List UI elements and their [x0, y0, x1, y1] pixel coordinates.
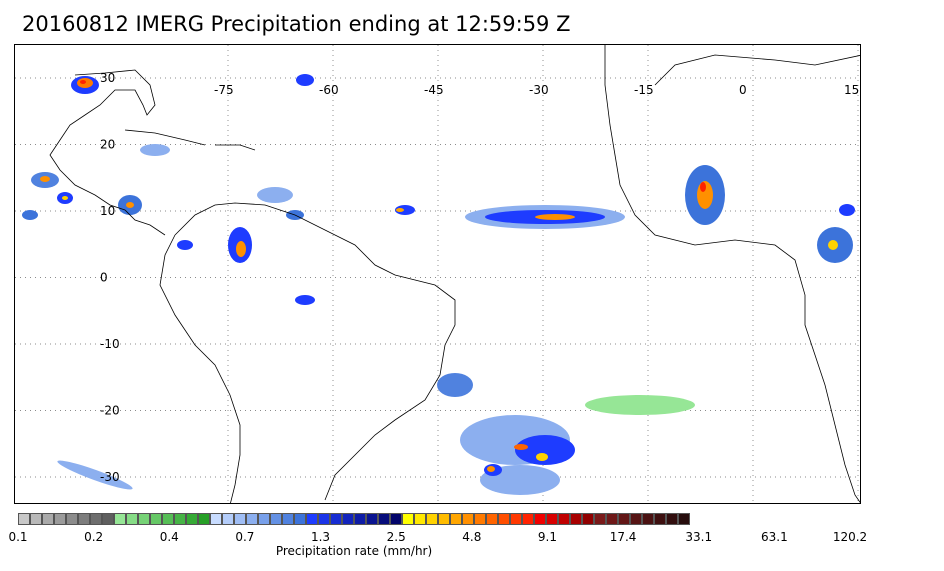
- colorbar-segment: [78, 513, 90, 525]
- colorbar-segment: [630, 513, 642, 525]
- colorbar-segment: [414, 513, 426, 525]
- colorbar-segment: [678, 513, 690, 525]
- colorbar: [18, 513, 690, 525]
- colorbar-segment: [222, 513, 234, 525]
- colorbar-tick-label: 2.5: [386, 530, 406, 544]
- latitude-label: 30: [100, 71, 115, 85]
- precipitation-field: [22, 74, 855, 495]
- colorbar-segment: [270, 513, 282, 525]
- colorbar-segment: [234, 513, 246, 525]
- colorbar-segment: [342, 513, 354, 525]
- colorbar-tick-label: 1.3: [310, 530, 331, 544]
- colorbar-segment: [294, 513, 306, 525]
- colorbar-tick-label: 120.2: [832, 530, 868, 544]
- map-title: 20160812 IMERG Precipitation ending at 1…: [22, 12, 571, 36]
- colorbar-segment: [210, 513, 222, 525]
- colorbar-tick-label: 33.1: [685, 530, 713, 544]
- longitude-label: -30: [529, 83, 549, 97]
- colorbar-segment: [66, 513, 78, 525]
- colorbar-segment: [18, 513, 30, 525]
- colorbar-segment: [510, 513, 522, 525]
- colorbar-tick-label: 0.4: [159, 530, 179, 544]
- colorbar-segment: [570, 513, 582, 525]
- colorbar-segment: [318, 513, 330, 525]
- colorbar-segment: [198, 513, 210, 525]
- colorbar-segment: [474, 513, 486, 525]
- colorbar-segment: [450, 513, 462, 525]
- colorbar-segment: [282, 513, 294, 525]
- colorbar-segment: [126, 513, 138, 525]
- colorbar-segment: [498, 513, 510, 525]
- colorbar-tick-label: 17.4: [609, 530, 637, 544]
- colorbar-segment: [606, 513, 618, 525]
- colorbar-tick-label: 0.1: [8, 530, 28, 544]
- colorbar-segment: [114, 513, 126, 525]
- colorbar-segment: [258, 513, 270, 525]
- colorbar-segment: [402, 513, 414, 525]
- colorbar-segment: [150, 513, 162, 525]
- colorbar-title: Precipitation rate (mm/hr): [275, 544, 433, 558]
- colorbar-segment: [522, 513, 534, 525]
- colorbar-segment: [330, 513, 342, 525]
- colorbar-segment: [654, 513, 666, 525]
- colorbar-tick-label: 9.1: [537, 530, 557, 544]
- colorbar-segment: [546, 513, 558, 525]
- colorbar-segment: [102, 513, 114, 525]
- colorbar-segment: [162, 513, 174, 525]
- colorbar-tick-label: 0.2: [84, 530, 104, 544]
- latitude-labels: 30 20 10 0 -10 -20 -30: [100, 71, 120, 484]
- longitude-label: -15: [634, 83, 654, 97]
- latitude-label: -20: [100, 404, 120, 418]
- map-canvas: -75 -60 -45 -30 -15 0 15 30 20 10 0 -10 -20 -30: [15, 45, 860, 503]
- colorbar-segment: [438, 513, 450, 525]
- longitude-label: -45: [424, 83, 444, 97]
- colorbar-segment: [582, 513, 594, 525]
- colorbar-segment: [54, 513, 66, 525]
- latitude-label: 0: [100, 271, 108, 285]
- colorbar-segment: [306, 513, 318, 525]
- colorbar-tick-label: 63.1: [761, 530, 788, 544]
- colorbar-segment: [390, 513, 402, 525]
- colorbar-segment: [186, 513, 198, 525]
- colorbar-segment: [174, 513, 186, 525]
- colorbar-segment: [366, 513, 378, 525]
- latitude-label: -30: [100, 470, 120, 484]
- colorbar-segment: [378, 513, 390, 525]
- precipitation-map[interactable]: -75 -60 -45 -30 -15 0 15 30 20 10 0 -10 -20 -30: [14, 44, 861, 504]
- longitude-labels: -75 -60 -45 -30 -15 0 15: [214, 83, 859, 97]
- latitude-label: 20: [100, 138, 115, 152]
- colorbar-segment: [642, 513, 654, 525]
- colorbar-segment: [354, 513, 366, 525]
- colorbar-segment: [30, 513, 42, 525]
- colorbar-segment: [618, 513, 630, 525]
- colorbar-tick-label: 4.8: [462, 530, 482, 544]
- latitude-label: 10: [100, 204, 115, 218]
- colorbar-tick-label: 0.7: [235, 530, 255, 544]
- colorbar-segment: [666, 513, 678, 525]
- colorbar-segment: [462, 513, 474, 525]
- latitude-label: -10: [100, 337, 120, 351]
- longitude-label: -60: [319, 83, 339, 97]
- coastlines: [49, 45, 860, 503]
- colorbar-segment: [90, 513, 102, 525]
- colorbar-segment: [594, 513, 606, 525]
- colorbar-segment: [534, 513, 546, 525]
- colorbar-segment: [426, 513, 438, 525]
- colorbar-segment: [138, 513, 150, 525]
- longitude-label: -75: [214, 83, 234, 97]
- longitude-label: 15: [844, 83, 859, 97]
- colorbar-segment: [558, 513, 570, 525]
- colorbar-segment: [246, 513, 258, 525]
- colorbar-segment: [486, 513, 498, 525]
- longitude-label: 0: [739, 83, 747, 97]
- graticule: [15, 45, 860, 503]
- colorbar-segment: [42, 513, 54, 525]
